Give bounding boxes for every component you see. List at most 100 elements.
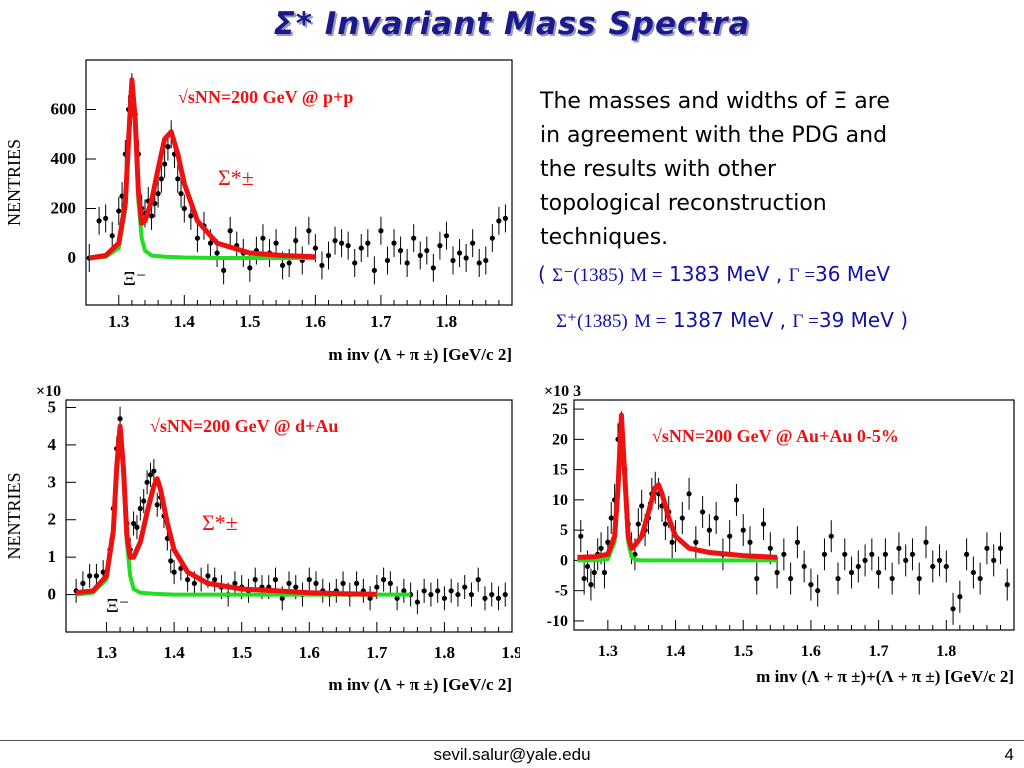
data-point: [774, 569, 780, 576]
description-line: the results with other: [540, 157, 777, 182]
y-exponent-label: ×10: [36, 383, 61, 400]
data-point: [207, 240, 214, 246]
data-point: [191, 580, 197, 586]
y-tick-label: 20: [552, 431, 568, 448]
data-point: [441, 595, 448, 601]
data-point: [424, 247, 430, 254]
data-point: [970, 569, 976, 576]
data-point: [693, 539, 699, 545]
collision-system-label: √sNN=200 GeV @ d+Au: [150, 416, 338, 436]
data-point: [470, 240, 476, 246]
data-point: [896, 545, 902, 551]
data-point: [137, 505, 143, 512]
data-point: [247, 265, 253, 271]
data-point: [591, 569, 597, 576]
data-point: [162, 161, 168, 167]
x-tick-label: 1.5: [239, 312, 260, 331]
data-point: [313, 580, 319, 586]
description-line: topological reconstruction: [540, 191, 827, 216]
mass-label: M =: [630, 265, 663, 286]
data-point: [450, 257, 456, 264]
y-tick-label: 3: [48, 472, 57, 491]
y-tick-label: 5: [48, 397, 57, 416]
data-point: [227, 228, 233, 234]
result-sigma-minus: ( Σ⁻(1385) M = 1383 MeV , Γ =36 MeV: [538, 262, 890, 287]
width-value: 39 MeV: [818, 308, 894, 332]
data-point: [397, 247, 404, 254]
data-point: [588, 582, 594, 588]
data-point: [340, 580, 346, 586]
description-text: The masses and widths of Ξ are in agreem…: [540, 85, 980, 255]
data-point: [828, 533, 834, 539]
data-point: [332, 238, 338, 244]
y-axis-label: NENTRIES: [4, 139, 24, 226]
data-point: [339, 240, 345, 246]
slide-title: Σ* Invariant Mass Spectra: [273, 6, 751, 42]
sigma-star-label: Σ*±: [202, 510, 238, 535]
x-tick-label: 1.7: [370, 312, 392, 331]
data-point: [605, 539, 611, 545]
data-point: [679, 515, 685, 521]
data-point: [483, 257, 489, 264]
data-point: [997, 545, 1004, 551]
data-point: [165, 144, 171, 150]
data-point: [794, 539, 800, 545]
data-point: [984, 545, 990, 551]
data-point: [808, 582, 814, 588]
data-point: [781, 551, 787, 557]
footer-email: sevil.salur@yale.edu: [433, 745, 591, 764]
data-point: [175, 176, 181, 182]
data-point: [991, 557, 997, 563]
xi-label: Ξ⁻: [106, 595, 129, 617]
data-point: [221, 267, 227, 273]
data-point: [325, 252, 332, 259]
x-tick-label: 1.3: [108, 312, 129, 331]
data-point: [700, 509, 706, 515]
data-point: [584, 563, 591, 570]
data-point: [889, 575, 895, 582]
data-point: [601, 569, 608, 576]
data-point: [286, 580, 292, 586]
data-point: [394, 595, 400, 601]
data-point: [936, 557, 943, 563]
data-point: [468, 591, 475, 598]
data-point: [727, 533, 733, 539]
y-axis-label: NENTRIES: [4, 473, 24, 560]
data-point: [286, 260, 292, 266]
data-point: [353, 580, 360, 586]
data-point: [417, 252, 423, 259]
x-axis-label: m inv (Λ + π ±) [GeV/c 2]: [328, 675, 512, 694]
x-tick-label: 1.8: [436, 312, 457, 331]
data-point: [306, 577, 312, 583]
data-point: [158, 176, 164, 182]
data-point: [463, 255, 469, 261]
data-point: [212, 577, 218, 583]
data-point: [760, 521, 767, 527]
x-axis-label: m inv (Λ + π ±)+(Λ + π ±) [GeV/c 2]: [756, 667, 1014, 686]
data-point: [754, 575, 760, 582]
data-point: [598, 545, 604, 551]
x-tick-label: 1.5: [231, 643, 252, 662]
data-point: [662, 521, 668, 527]
data-point: [733, 497, 740, 503]
data-point: [421, 588, 427, 594]
y-tick-label: 0: [48, 585, 57, 604]
x-tick-label: 1.4: [174, 312, 196, 331]
y-tick-label: 10: [552, 492, 568, 509]
x-tick-label: 1.4: [666, 643, 686, 660]
chart-pp: 1.3 1.4 1.5 1.6 1.7 1.8 0 200 400 600 √sNN=200 GeV…: [4, 59, 513, 364]
data-point: [387, 580, 393, 586]
y-tick-label: -10: [547, 613, 568, 630]
x-tick-label: 1.4: [163, 643, 185, 662]
data-point: [713, 515, 719, 521]
y-tick-label: 600: [51, 99, 77, 118]
footer-divider: [0, 740, 1024, 741]
data-point: [489, 591, 495, 598]
data-point: [437, 243, 443, 249]
data-point: [272, 577, 279, 583]
mass-label: M =: [634, 311, 667, 332]
data-point: [103, 215, 109, 221]
data-point: [147, 472, 154, 478]
data-point: [578, 533, 584, 539]
data-point: [581, 575, 587, 582]
